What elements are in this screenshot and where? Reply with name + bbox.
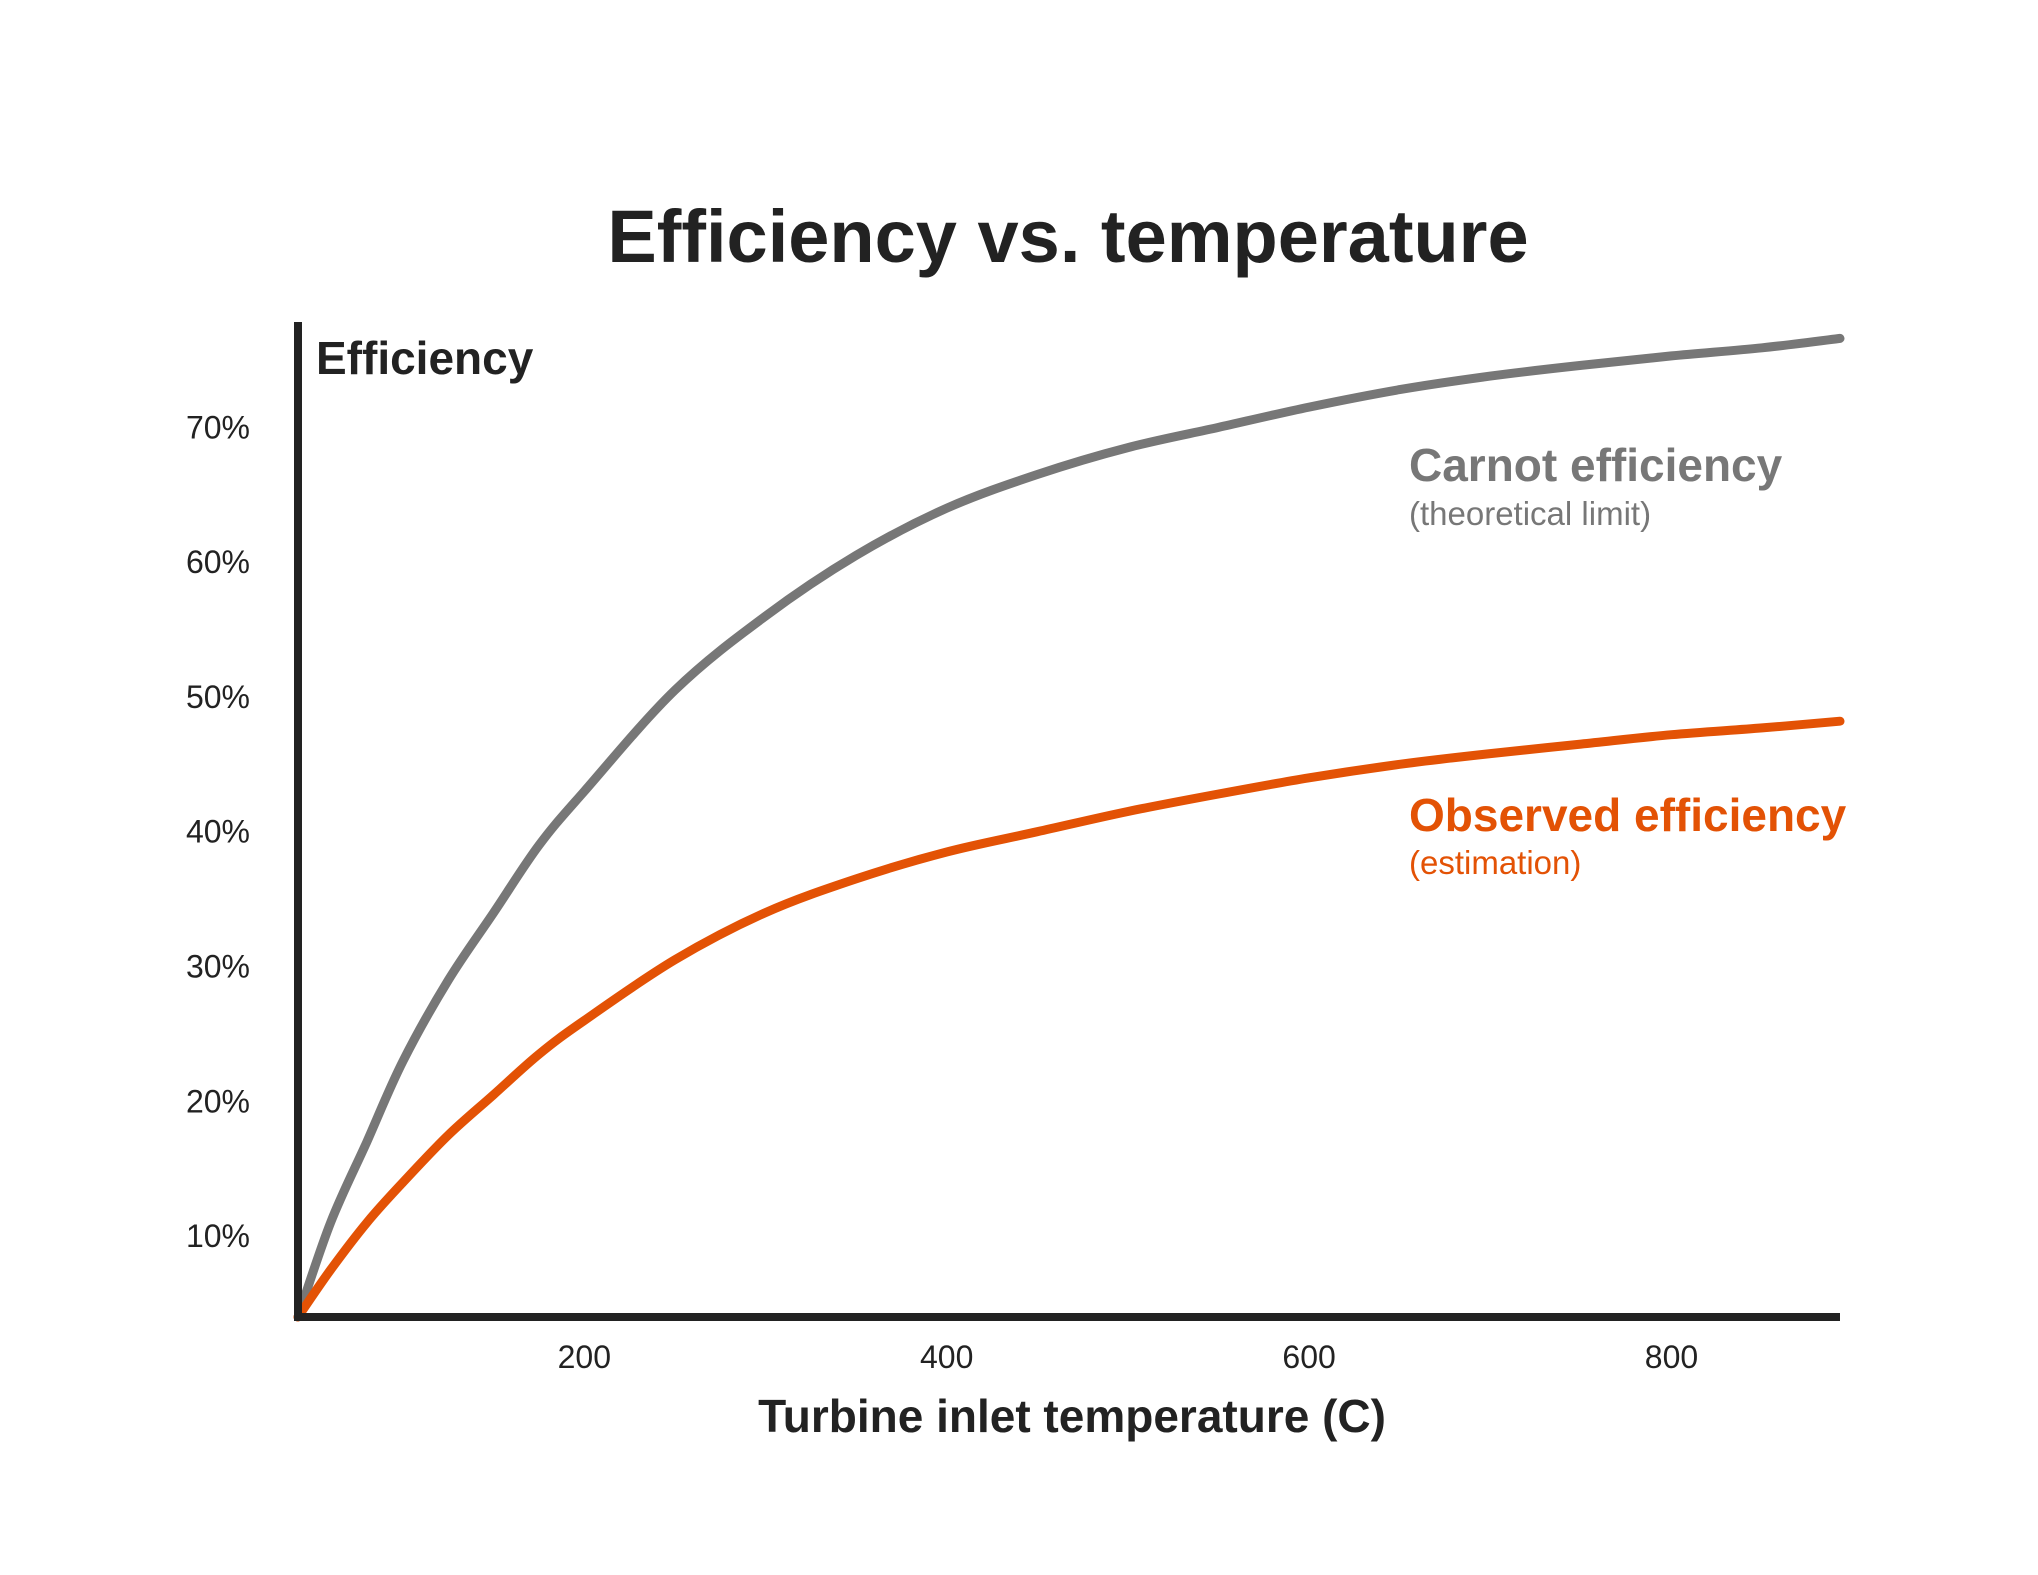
chart-title: Efficiency vs. temperature (607, 195, 1528, 278)
y-tick-label: 30% (186, 949, 250, 985)
x-tick-labels: 200 400 600 800 (558, 1339, 1699, 1375)
series-labels: Carnot efficiency (theoretical limit) Obse… (1409, 439, 1847, 881)
carnot-efficiency-line (293, 333, 1845, 1322)
y-tick-label: 60% (186, 544, 250, 580)
x-tick-label: 400 (920, 1339, 973, 1375)
x-tick-label: 200 (558, 1339, 611, 1375)
observed-efficiency-line (293, 716, 1845, 1322)
x-axis-label: Turbine inlet temperature (C) (758, 1390, 1386, 1442)
series-lines (293, 333, 1845, 1322)
y-tick-label: 40% (186, 814, 250, 850)
x-tick-label: 600 (1282, 1339, 1335, 1375)
y-tick-label: 20% (186, 1083, 250, 1119)
observed-efficiency-label: Observed efficiency (1409, 789, 1847, 841)
y-tick-label: 50% (186, 679, 250, 715)
y-axis-label: Efficiency (316, 332, 534, 384)
carnot-efficiency-sublabel: (theoretical limit) (1409, 495, 1651, 532)
y-tick-label: 10% (186, 1218, 250, 1254)
x-tick-label: 800 (1645, 1339, 1698, 1375)
carnot-efficiency-label: Carnot efficiency (1409, 439, 1783, 491)
y-tick-label: 70% (186, 409, 250, 445)
y-tick-labels: 10% 20% 30% 40% 50% 60% 70% (186, 409, 250, 1254)
observed-efficiency-sublabel: (estimation) (1409, 844, 1581, 881)
